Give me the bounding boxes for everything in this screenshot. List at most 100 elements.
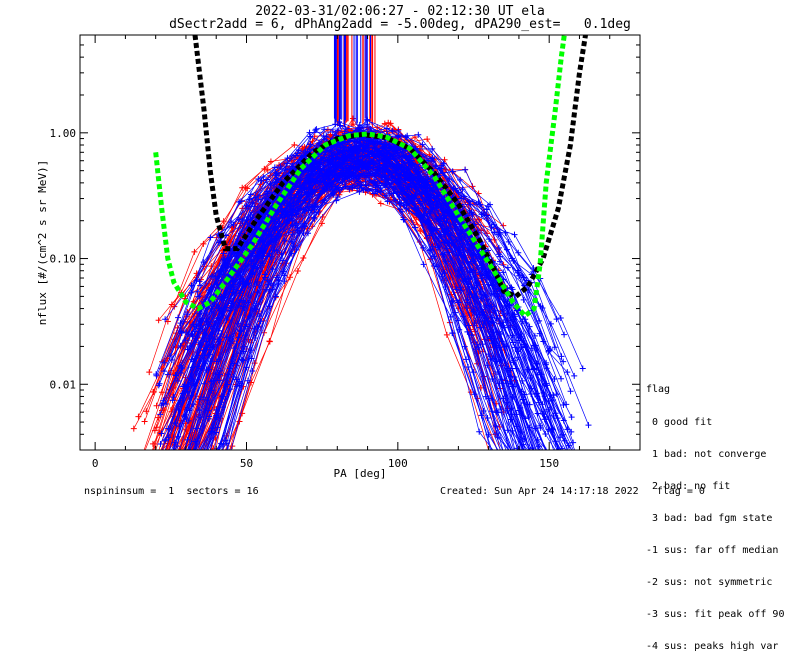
data-point (491, 229, 498, 236)
data-point (154, 469, 160, 475)
data-point (536, 469, 542, 475)
legend-entry: -2 sus: not symmetric (646, 577, 773, 589)
data-point (146, 369, 153, 376)
data-point (168, 469, 174, 475)
data-point (568, 469, 574, 475)
data-point (151, 463, 157, 469)
data-point (321, 126, 328, 133)
data-point (451, 242, 458, 249)
data-point (190, 321, 197, 328)
data-point (357, 162, 364, 169)
data-point (293, 246, 300, 253)
data-point (205, 458, 211, 464)
data-point (359, 159, 366, 166)
data-point (519, 469, 525, 475)
data-point (177, 469, 183, 475)
data-point (294, 267, 301, 274)
data-point (507, 324, 514, 331)
data-point (130, 469, 136, 475)
data-point (206, 401, 213, 408)
data-point (165, 469, 171, 475)
data-point (587, 469, 593, 475)
data-point (191, 469, 197, 475)
data-point (565, 469, 571, 475)
data-point (514, 354, 521, 361)
data-point (547, 391, 554, 398)
x-tick-label: 50 (240, 457, 253, 470)
data-point (132, 469, 138, 475)
data-point (167, 458, 173, 464)
data-point (508, 411, 515, 418)
data-point (170, 469, 176, 475)
data-point (497, 253, 504, 260)
data-point (156, 469, 162, 475)
data-point (420, 244, 427, 251)
data-point (548, 469, 554, 475)
data-point (563, 449, 565, 450)
data-point (165, 469, 171, 475)
data-point (168, 469, 174, 475)
data-point (445, 211, 452, 218)
data-point (183, 469, 189, 475)
data-point (156, 469, 162, 475)
data-point (222, 437, 229, 444)
data-point (199, 469, 205, 475)
data-point (531, 469, 537, 475)
data-point (289, 222, 296, 229)
data-point (463, 304, 470, 311)
data-point (286, 274, 293, 281)
data-point (549, 469, 555, 475)
data-point (203, 315, 210, 322)
data-point (518, 330, 525, 337)
data-point (455, 299, 462, 306)
x-tick-label: 100 (388, 457, 408, 470)
data-point (506, 469, 512, 475)
data-point (543, 359, 550, 366)
data-point (402, 134, 409, 141)
data-point (537, 424, 544, 431)
data-point (242, 184, 249, 191)
data-point (573, 469, 579, 475)
data-point (518, 344, 525, 351)
legend-entry: 1 bad: not converge (646, 448, 767, 460)
data-point (188, 469, 194, 475)
data-point (159, 469, 165, 475)
data-point (547, 469, 553, 475)
data-point (190, 469, 196, 475)
data-point (210, 344, 217, 351)
data-point (191, 248, 198, 255)
data-point (544, 469, 550, 475)
data-point (305, 174, 312, 181)
data-point (364, 187, 371, 194)
data-point (166, 469, 172, 475)
data-point (552, 469, 558, 475)
data-point (220, 218, 227, 225)
data-point (266, 287, 273, 294)
data-point (581, 469, 587, 475)
data-point (521, 461, 527, 467)
data-point (355, 124, 362, 131)
data-point (371, 172, 378, 179)
data-point (506, 469, 512, 475)
data-point (213, 358, 220, 365)
data-point (211, 462, 217, 468)
data-point (561, 469, 567, 475)
data-point (188, 469, 194, 475)
data-point (540, 469, 546, 475)
data-point (557, 314, 564, 321)
y-axis-label: nflux [#/(cm^2 s sr MeV)] (36, 160, 49, 326)
data-point (164, 371, 171, 378)
data-point (212, 469, 218, 475)
data-point (365, 145, 372, 152)
data-point (147, 469, 153, 475)
data-point (355, 178, 362, 185)
plot-area (130, 35, 593, 475)
data-point (329, 185, 336, 192)
data-point (162, 469, 168, 475)
data-point (334, 127, 341, 134)
data-point (233, 383, 240, 390)
data-point (554, 469, 560, 475)
x-tick-label: 0 (92, 457, 99, 470)
data-point (151, 469, 157, 475)
data-point (475, 344, 482, 351)
